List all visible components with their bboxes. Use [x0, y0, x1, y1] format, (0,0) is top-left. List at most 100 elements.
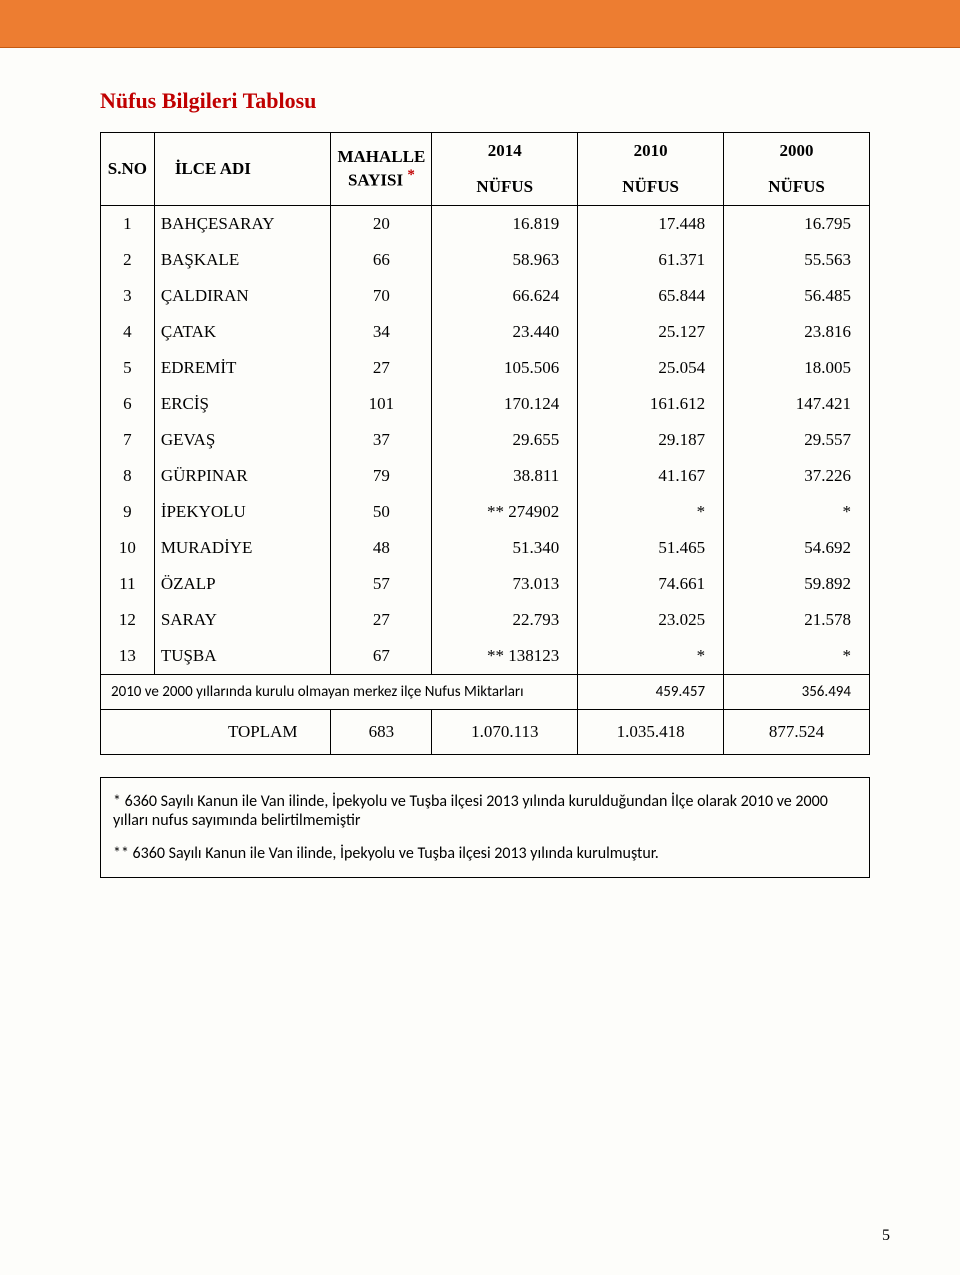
page-number: 5	[882, 1227, 890, 1245]
footnote-1: * 6360 Sayılı Kanun ile Van ilinde, İpek…	[113, 792, 857, 830]
cell-ilce: İPEKYOLU	[154, 494, 331, 530]
cell-mahalle: 34	[331, 314, 432, 350]
col-header-nufus-2010: NÜFUS	[578, 169, 724, 206]
cell-2014: ** 138123	[432, 638, 578, 675]
cell-2010: 29.187	[578, 422, 724, 458]
cell-2010: 25.054	[578, 350, 724, 386]
cell-sno: 9	[101, 494, 155, 530]
cell-ilce: BAHÇESARAY	[154, 206, 331, 243]
col-header-2000: 2000	[724, 133, 870, 170]
cell-ilce: GÜRPINAR	[154, 458, 331, 494]
cell-ilce: SARAY	[154, 602, 331, 638]
toplam-row: TOPLAM 683 1.070.113 1.035.418 877.524	[101, 710, 870, 755]
cell-2014: 58.963	[432, 242, 578, 278]
cell-2014: 16.819	[432, 206, 578, 243]
cell-mahalle: 37	[331, 422, 432, 458]
col-header-2010: 2010	[578, 133, 724, 170]
col-header-sno: S.NO	[101, 133, 155, 206]
cell-2000: 55.563	[724, 242, 870, 278]
cell-2000: 147.421	[724, 386, 870, 422]
cell-2010: 61.371	[578, 242, 724, 278]
table-row: 9İPEKYOLU50** 274902**	[101, 494, 870, 530]
cell-2014: 38.811	[432, 458, 578, 494]
cell-2014: 73.013	[432, 566, 578, 602]
cell-mahalle: 50	[331, 494, 432, 530]
table-row: 8GÜRPINAR7938.81141.16737.226	[101, 458, 870, 494]
table-row: 3ÇALDIRAN7066.62465.84456.485	[101, 278, 870, 314]
cell-2010: 41.167	[578, 458, 724, 494]
cell-ilce: ÇATAK	[154, 314, 331, 350]
cell-2000: 29.557	[724, 422, 870, 458]
page-content: Nüfus Bilgileri Tablosu S.NO İLCE ADI MA…	[0, 48, 960, 918]
cell-ilce: BAŞKALE	[154, 242, 331, 278]
cell-mahalle: 79	[331, 458, 432, 494]
note-text: 2010 ve 2000 yıllarında kurulu olmayan m…	[101, 675, 578, 710]
cell-2010: 23.025	[578, 602, 724, 638]
col-header-nufus-2000: NÜFUS	[724, 169, 870, 206]
col-header-mahalle: MAHALLE SAYISI *	[331, 133, 432, 206]
cell-sno: 10	[101, 530, 155, 566]
cell-2000: 59.892	[724, 566, 870, 602]
cell-2010: 161.612	[578, 386, 724, 422]
cell-ilce: MURADİYE	[154, 530, 331, 566]
table-row: 7GEVAŞ3729.65529.18729.557	[101, 422, 870, 458]
table-row: 4ÇATAK3423.44025.12723.816	[101, 314, 870, 350]
footnote-2: ** 6360 Sayılı Kanun ile Van ilinde, İpe…	[113, 844, 857, 863]
mahalle-asterisk: *	[407, 167, 415, 183]
cell-sno: 4	[101, 314, 155, 350]
cell-2014: 29.655	[432, 422, 578, 458]
note-2000: 356.494	[724, 675, 870, 710]
table-row: 11ÖZALP5773.01374.66159.892	[101, 566, 870, 602]
cell-ilce: GEVAŞ	[154, 422, 331, 458]
cell-2014: 170.124	[432, 386, 578, 422]
cell-sno: 12	[101, 602, 155, 638]
cell-2010: 51.465	[578, 530, 724, 566]
table-row: 6ERCİŞ101170.124161.612147.421	[101, 386, 870, 422]
col-header-nufus-2014: NÜFUS	[432, 169, 578, 206]
cell-mahalle: 67	[331, 638, 432, 675]
toplam-2000: 877.524	[724, 710, 870, 755]
cell-2014: ** 274902	[432, 494, 578, 530]
cell-ilce: EDREMİT	[154, 350, 331, 386]
toplam-mahalle: 683	[331, 710, 432, 755]
cell-sno: 7	[101, 422, 155, 458]
cell-2000: 56.485	[724, 278, 870, 314]
cell-sno: 11	[101, 566, 155, 602]
cell-2010: *	[578, 638, 724, 675]
cell-2010: 74.661	[578, 566, 724, 602]
cell-mahalle: 27	[331, 350, 432, 386]
cell-2000: 37.226	[724, 458, 870, 494]
cell-2010: 65.844	[578, 278, 724, 314]
cell-sno: 5	[101, 350, 155, 386]
cell-sno: 1	[101, 206, 155, 243]
cell-ilce: ÖZALP	[154, 566, 331, 602]
cell-2014: 23.440	[432, 314, 578, 350]
table-row: 10MURADİYE4851.34051.46554.692	[101, 530, 870, 566]
cell-2010: *	[578, 494, 724, 530]
footnotes-box: * 6360 Sayılı Kanun ile Van ilinde, İpek…	[100, 777, 870, 878]
cell-2000: 21.578	[724, 602, 870, 638]
table-row: 2BAŞKALE6658.96361.37155.563	[101, 242, 870, 278]
mahalle-line1: MAHALLE	[337, 147, 425, 166]
mahalle-line2: SAYISI	[348, 171, 403, 190]
table-row: 13TUŞBA67** 138123**	[101, 638, 870, 675]
table-row: 12SARAY2722.79323.02521.578	[101, 602, 870, 638]
cell-mahalle: 101	[331, 386, 432, 422]
page-title: Nüfus Bilgileri Tablosu	[100, 88, 870, 114]
cell-2000: *	[724, 494, 870, 530]
table-row: 1BAHÇESARAY2016.81917.44816.795	[101, 206, 870, 243]
cell-2014: 105.506	[432, 350, 578, 386]
cell-2014: 51.340	[432, 530, 578, 566]
cell-sno: 6	[101, 386, 155, 422]
cell-mahalle: 27	[331, 602, 432, 638]
cell-2000: 54.692	[724, 530, 870, 566]
note-row: 2010 ve 2000 yıllarında kurulu olmayan m…	[101, 675, 870, 710]
cell-2014: 66.624	[432, 278, 578, 314]
cell-sno: 8	[101, 458, 155, 494]
toplam-2014: 1.070.113	[432, 710, 578, 755]
cell-2000: 18.005	[724, 350, 870, 386]
col-header-ilce: İLCE ADI	[154, 133, 331, 206]
cell-mahalle: 20	[331, 206, 432, 243]
cell-mahalle: 57	[331, 566, 432, 602]
cell-2014: 22.793	[432, 602, 578, 638]
